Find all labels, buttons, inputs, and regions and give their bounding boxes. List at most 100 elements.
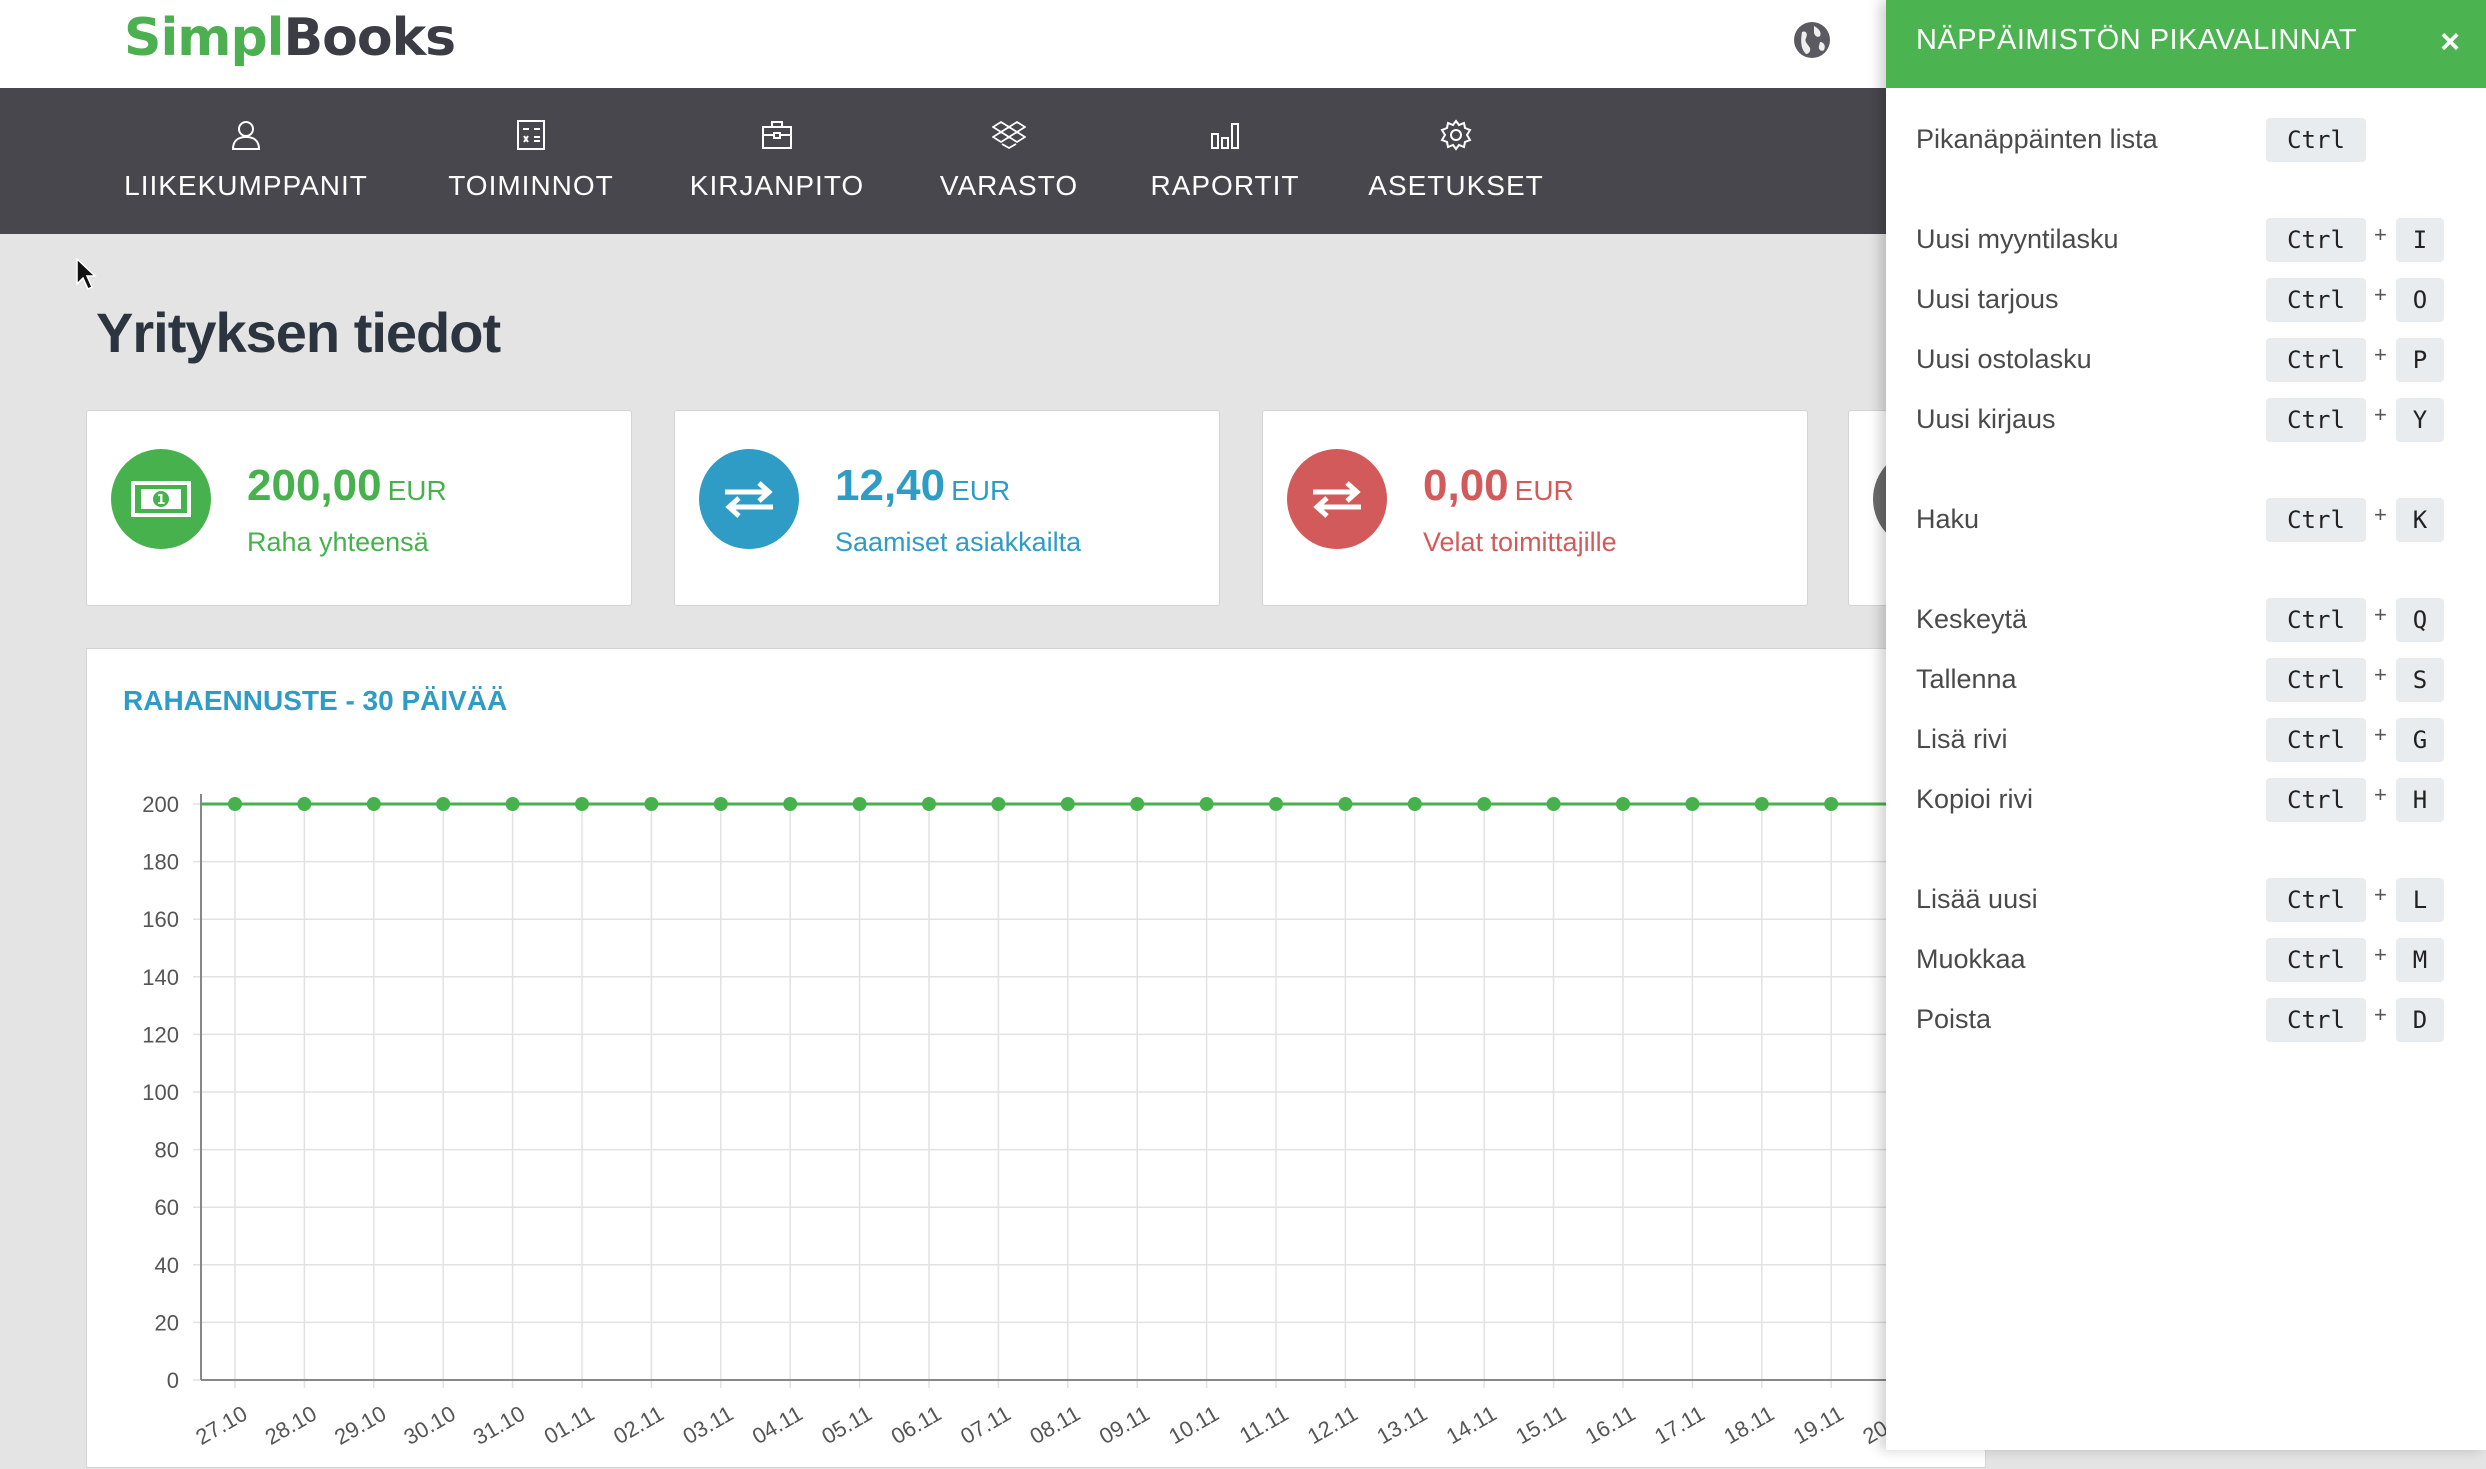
kbd-ctrl: Ctrl [2266, 398, 2366, 442]
shortcut-row: Pikanäppäinten lista Ctrl [1886, 118, 2486, 166]
shortcut-label: Muokkaa [1916, 944, 2026, 974]
shortcut-label: Keskeytä [1916, 604, 2028, 634]
kbd-plus: + [2374, 602, 2387, 627]
kbd-ctrl: Ctrl [2266, 938, 2366, 982]
briefcase-icon [762, 121, 792, 149]
bar-chart-icon [1211, 123, 1239, 149]
data-point [228, 797, 242, 811]
nav-item-varasto[interactable]: VARASTO [934, 88, 1084, 234]
shortcuts-header: NÄPPÄIMISTÖN PIKAVALINNAT × [1886, 0, 2486, 88]
kbd-key: I [2396, 218, 2444, 262]
gear-icon [1440, 119, 1472, 151]
kbd-key: H [2396, 778, 2444, 822]
data-point [1407, 797, 1422, 811]
calculator-icon [517, 120, 545, 150]
summary-card-payables[interactable]: 0,00 EUR Velat toimittajille [1262, 410, 1808, 606]
y-tick-label: 120 [142, 1022, 179, 1047]
card-amount: 12,40 EUR [835, 461, 1010, 511]
y-tick-label: 80 [155, 1138, 179, 1163]
data-point [575, 797, 589, 811]
kbd-plus: + [2374, 942, 2387, 967]
x-tick-label: 03.11 [679, 1401, 738, 1449]
kbd-ctrl: Ctrl [2266, 278, 2366, 322]
y-tick-label: 20 [155, 1310, 179, 1335]
kbd-plus: + [2374, 342, 2387, 367]
card-amount: 0,00 EUR [1423, 461, 1574, 511]
data-point [783, 797, 798, 811]
kbd-key: M [2396, 938, 2444, 982]
close-icon[interactable]: × [2440, 23, 2460, 61]
nav-label: TOIMINNOT [448, 170, 614, 201]
globe-icon[interactable] [1792, 20, 1832, 60]
chart-title: RAHAENNUSTE - 30 PÄIVÄÄ [123, 685, 508, 716]
transfer-icon [1287, 449, 1387, 549]
logo-text-simpl: Simpl [124, 8, 285, 68]
nav-item-raportit[interactable]: RAPORTIT [1150, 88, 1300, 234]
kbd-key: S [2396, 658, 2444, 702]
shortcut-row: Uusi ostolasku Ctrl + P [1886, 338, 2486, 386]
kbd-plus: + [2374, 722, 2387, 747]
kbd-plus: + [2374, 662, 2387, 687]
kbd-key: Q [2396, 598, 2444, 642]
y-tick-label: 60 [155, 1195, 179, 1220]
nav-item-liikekumppanit[interactable]: LIIKEKUMPPANIT [124, 88, 368, 234]
shortcut-row: Keskeytä Ctrl + Q [1886, 598, 2486, 646]
data-point [366, 797, 381, 811]
x-tick-label: 31.10 [469, 1401, 529, 1450]
nav-label: RAPORTIT [1150, 170, 1300, 201]
kbd-key: K [2396, 498, 2444, 542]
x-tick-label: 15.11 [1511, 1401, 1570, 1449]
shortcut-label: Kopioi rivi [1916, 784, 2034, 814]
nav-label: ASETUKSET [1368, 170, 1544, 201]
kbd-plus: + [2374, 282, 2387, 307]
x-tick-label: 16.11 [1581, 1401, 1640, 1449]
x-tick-label: 28.10 [261, 1401, 321, 1450]
transfer-icon [699, 449, 799, 549]
y-tick-label: 0 [167, 1368, 179, 1393]
nav-item-asetukset[interactable]: ASETUKSET [1368, 88, 1543, 234]
logo-text-books: Books [283, 8, 457, 68]
dropbox-icon [992, 120, 1026, 150]
kbd-key: O [2396, 278, 2444, 322]
x-tick-label: 08.11 [1026, 1401, 1085, 1449]
kbd-key: L [2396, 878, 2444, 922]
x-tick-label: 19.11 [1789, 1401, 1848, 1449]
shortcut-label: Poista [1916, 1004, 1992, 1034]
data-point [1060, 797, 1075, 811]
shortcut-row: Uusi myyntilasku Ctrl + I [1886, 218, 2486, 266]
x-tick-label: 02.11 [609, 1401, 668, 1449]
kbd-ctrl: Ctrl [2266, 598, 2366, 642]
data-point [922, 797, 936, 811]
shortcut-label: Pikanäppäinten lista [1916, 124, 2158, 154]
card-label: Saamiset asiakkailta [835, 527, 1082, 557]
app-logo[interactable]: Simpl Books [124, 8, 457, 78]
shortcut-row: Lisä rivi Ctrl + G [1886, 718, 2486, 766]
y-tick-label: 160 [142, 907, 179, 932]
summary-card-cash[interactable]: 1 200,00 EUR Raha yhteensä [86, 410, 632, 606]
shortcuts-title: NÄPPÄIMISTÖN PIKAVALINNAT [1916, 24, 2358, 56]
person-icon [231, 121, 261, 150]
kbd-ctrl: Ctrl [2266, 658, 2366, 702]
x-tick-label: 07.11 [956, 1401, 1015, 1449]
summary-card-receivables[interactable]: 12,40 EUR Saamiset asiakkailta [674, 410, 1220, 606]
nav-item-kirjanpito[interactable]: KIRJANPITO [690, 88, 863, 234]
shortcut-row: Lisää uusi Ctrl + L [1886, 878, 2486, 926]
y-tick-label: 100 [142, 1080, 179, 1105]
svg-text:1: 1 [156, 493, 165, 508]
nav-label: LIIKEKUMPPANIT [124, 170, 368, 201]
shortcut-label: Uusi kirjaus [1916, 404, 2056, 434]
kbd-key: G [2396, 718, 2444, 762]
nav-item-toiminnot[interactable]: TOIMINNOT [446, 88, 616, 234]
x-tick-label: 17.11 [1650, 1401, 1709, 1449]
x-tick-label: 27.10 [191, 1401, 251, 1450]
currency-label: EUR [387, 475, 447, 506]
kbd-key: Y [2396, 398, 2444, 442]
shortcut-row: Uusi kirjaus Ctrl + Y [1886, 398, 2486, 446]
data-point [644, 797, 659, 811]
cash-forecast-chart: 0 20 40 60 80 100 120 140 160 180 200 27.10 28.10 29.… [142, 792, 1987, 1450]
shortcut-label: Uusi ostolasku [1916, 344, 2092, 374]
data-point [1616, 797, 1630, 811]
shortcut-row: Uusi tarjous Ctrl + O [1886, 278, 2486, 326]
kbd-ctrl: Ctrl [2266, 878, 2366, 922]
shortcut-label: Lisää uusi [1916, 884, 2038, 914]
